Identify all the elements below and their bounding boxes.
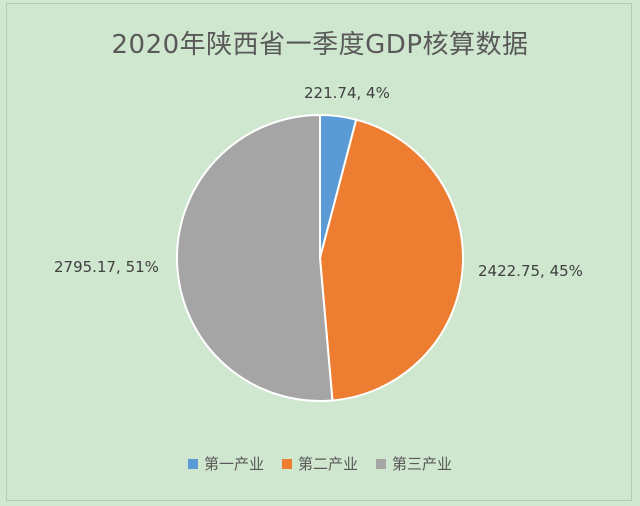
chart-title: 2020年陕西省一季度GDP核算数据 bbox=[111, 30, 529, 60]
pie-slice-secondary bbox=[318, 118, 464, 402]
legend: 第一产业 第二产业 第三产业 bbox=[0, 453, 640, 474]
legend-item-tertiary: 第三产业 bbox=[376, 453, 452, 474]
legend-item-secondary: 第二产业 bbox=[281, 453, 358, 474]
legend-label-secondary: 第二产业 bbox=[297, 455, 358, 473]
legend-swatch-secondary bbox=[281, 458, 292, 469]
legend-item-primary: 第一产业 bbox=[187, 453, 264, 474]
legend-swatch-tertiary bbox=[376, 458, 386, 469]
data-label-secondary: 2422.75, 45% bbox=[478, 262, 583, 280]
legend-swatch-primary bbox=[187, 458, 198, 469]
data-label-tertiary: 2795.17, 51% bbox=[54, 258, 159, 276]
legend-label-primary: 第一产业 bbox=[203, 455, 264, 473]
legend-label-tertiary: 第三产业 bbox=[392, 455, 453, 473]
data-label-primary: 221.74, 4% bbox=[304, 84, 390, 102]
pie-slice-tertiary bbox=[176, 113, 334, 402]
